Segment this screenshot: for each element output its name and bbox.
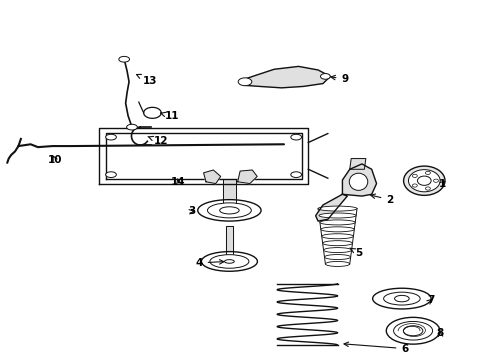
Text: 11: 11: [161, 111, 179, 121]
Ellipse shape: [207, 203, 251, 218]
Text: 3: 3: [188, 206, 195, 216]
Polygon shape: [316, 194, 347, 221]
Ellipse shape: [434, 179, 439, 182]
Polygon shape: [203, 170, 220, 184]
Ellipse shape: [417, 176, 431, 185]
Ellipse shape: [291, 172, 301, 177]
Text: 7: 7: [427, 295, 435, 305]
Ellipse shape: [106, 134, 116, 140]
Ellipse shape: [322, 241, 352, 246]
Text: 8: 8: [437, 328, 444, 338]
Text: 6: 6: [344, 342, 409, 354]
Ellipse shape: [198, 200, 261, 221]
Text: 2: 2: [371, 194, 393, 204]
Ellipse shape: [220, 207, 239, 214]
Ellipse shape: [349, 173, 368, 190]
Ellipse shape: [210, 255, 249, 268]
Ellipse shape: [404, 166, 445, 195]
Ellipse shape: [413, 184, 417, 187]
Ellipse shape: [323, 248, 352, 253]
Polygon shape: [240, 66, 330, 88]
Text: 10: 10: [48, 155, 62, 165]
Ellipse shape: [425, 187, 430, 190]
Ellipse shape: [320, 220, 355, 225]
Ellipse shape: [322, 234, 353, 239]
Text: 4: 4: [196, 258, 224, 268]
Ellipse shape: [386, 318, 440, 344]
Ellipse shape: [413, 174, 417, 177]
Text: 13: 13: [137, 75, 157, 86]
Ellipse shape: [321, 227, 354, 232]
Ellipse shape: [106, 172, 116, 177]
Ellipse shape: [373, 288, 431, 309]
Polygon shape: [222, 180, 236, 210]
Text: 12: 12: [148, 136, 168, 147]
Polygon shape: [350, 158, 366, 169]
Text: 9: 9: [331, 74, 348, 84]
Polygon shape: [343, 164, 376, 196]
Ellipse shape: [291, 134, 301, 140]
Text: 5: 5: [350, 248, 363, 258]
Text: 14: 14: [171, 177, 186, 187]
Ellipse shape: [119, 57, 129, 62]
Ellipse shape: [318, 206, 357, 211]
Ellipse shape: [320, 73, 330, 79]
Ellipse shape: [126, 124, 137, 130]
Ellipse shape: [393, 321, 433, 340]
Ellipse shape: [201, 252, 257, 271]
Ellipse shape: [324, 255, 351, 260]
Polygon shape: [225, 226, 233, 261]
Ellipse shape: [384, 292, 420, 305]
Ellipse shape: [409, 170, 440, 192]
Ellipse shape: [403, 326, 423, 336]
Ellipse shape: [319, 213, 356, 218]
Ellipse shape: [325, 261, 350, 266]
Ellipse shape: [238, 78, 252, 86]
Polygon shape: [238, 170, 257, 184]
Ellipse shape: [425, 171, 430, 175]
Ellipse shape: [224, 260, 234, 263]
Ellipse shape: [394, 296, 409, 302]
Text: 1: 1: [439, 179, 446, 189]
